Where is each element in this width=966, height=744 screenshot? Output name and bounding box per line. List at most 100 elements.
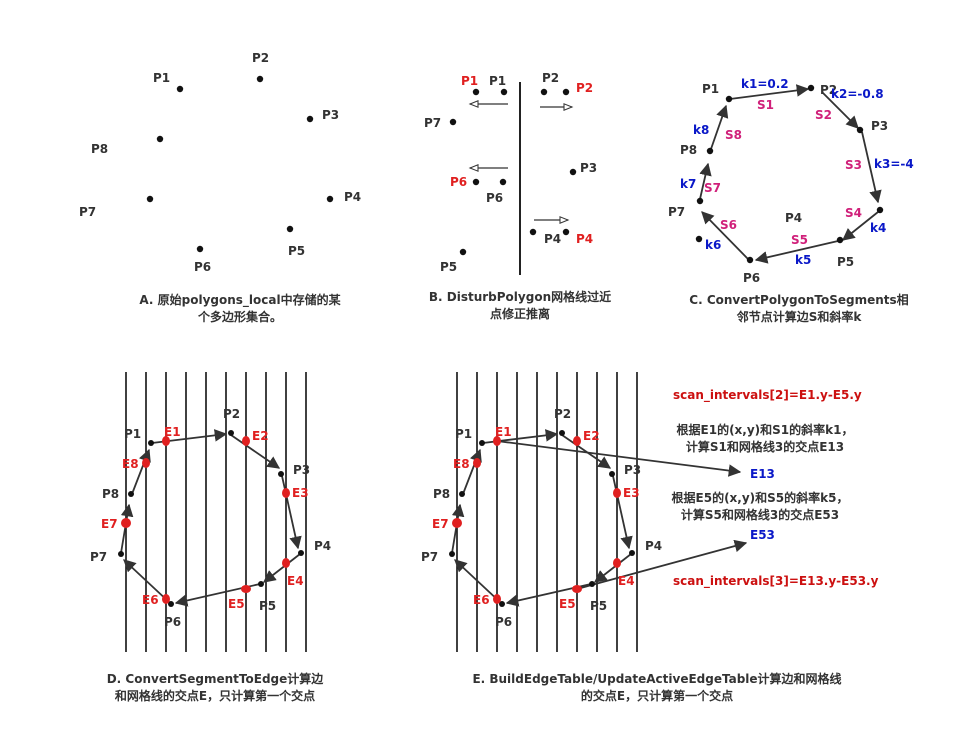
- caption-c-line2: 邻节点计算边S和斜率k: [736, 309, 863, 324]
- panel-e: P1 P2 P3 P4 P5 P6 P7 P8 E1 E2 E3 E4 E5 E…: [421, 372, 879, 703]
- note-e13-line2: 计算S1和网格线3的交点E13: [686, 439, 844, 454]
- label-e7: E7: [432, 517, 449, 531]
- dot-p7: [696, 197, 704, 205]
- label-p3: P3: [293, 463, 310, 477]
- segment-label-s3: S3: [845, 158, 862, 172]
- dot-p2: [807, 84, 815, 92]
- note-e53-line2: 计算S5和网格线3的交点E53: [681, 507, 839, 522]
- label-p2: P2: [223, 407, 240, 421]
- label-p8: P8: [680, 143, 697, 157]
- label-e1: E1: [495, 425, 512, 439]
- dot-p2-moved: [562, 88, 570, 96]
- label-p1: P1: [153, 71, 170, 85]
- caption-b-line1: B. DisturbPolygon网格线过近: [429, 289, 611, 304]
- slope-k6: k6: [705, 238, 721, 252]
- label-p5: P5: [837, 255, 854, 269]
- segment-label-s7: S7: [704, 181, 721, 195]
- segment-s8: [710, 104, 729, 150]
- label-e6: E6: [473, 593, 490, 607]
- dot-p8: [706, 147, 714, 155]
- label-e53: E53: [750, 528, 775, 542]
- label-p8: P8: [91, 142, 108, 156]
- label-p6: P6: [743, 271, 760, 285]
- slope-k1: k1=0.2: [741, 77, 789, 91]
- dot-p3: [306, 115, 314, 123]
- dot-p7-inner: [695, 235, 703, 243]
- dot-p4: [326, 195, 334, 203]
- segment-label-s5: S5: [791, 233, 808, 247]
- panel-c: P1 P2 P3 P4 P5 P6 P7 P8 k1=0.2 k2=-0.8 k…: [668, 77, 914, 324]
- label-e3: E3: [623, 486, 640, 500]
- dot-p6: [499, 178, 507, 186]
- label-p5: P5: [590, 599, 607, 613]
- dot-p4: [529, 228, 537, 236]
- segment-s5: [754, 240, 839, 264]
- label-e6: E6: [142, 593, 159, 607]
- dot-p2: [256, 75, 264, 83]
- label-p5: P5: [259, 599, 276, 613]
- segment-s4: [842, 211, 879, 241]
- label-p4: P4: [344, 190, 361, 204]
- label-p1: P1: [702, 82, 719, 96]
- dot-p1: [725, 95, 733, 103]
- label-p7: P7: [668, 205, 685, 219]
- panel-d: P1 P2 P3 P4 P5 P6 P7 P8 E1 E2 E3 E4 E5 E…: [90, 372, 331, 703]
- label-p4: P4: [785, 211, 802, 225]
- caption-d-line1: D. ConvertSegmentToEdge计算边: [107, 671, 325, 686]
- slope-k2: k2=-0.8: [831, 87, 884, 101]
- note-e53-line1: 根据E5的(x,y)和S5的斜率k5，: [672, 490, 849, 505]
- segment-label-s8: S8: [725, 128, 742, 142]
- caption-e-line1: E. BuildEdgeTable/UpdateActiveEdgeTable计…: [472, 671, 841, 686]
- label-p7: P7: [90, 550, 107, 564]
- label-e8: E8: [122, 457, 139, 471]
- grid-lines: [456, 372, 638, 652]
- slope-k7: k7: [680, 177, 696, 191]
- dot-p1: [500, 88, 508, 96]
- label-p2: P2: [542, 71, 559, 85]
- slope-k5: k5: [795, 253, 811, 267]
- panel-b: P1 P1 P2 P2 P7 P3 P6 P6 P4 P4 P5 B. Dist…: [424, 71, 611, 321]
- label-p4: P4: [645, 539, 662, 553]
- label-p6: P6: [486, 191, 503, 205]
- dot-p4: [876, 206, 884, 214]
- label-p3: P3: [624, 463, 641, 477]
- label-p6-moved: P6: [450, 175, 467, 189]
- label-e8: E8: [453, 457, 470, 471]
- label-p6: P6: [495, 615, 512, 629]
- segment-label-s2: S2: [815, 108, 832, 122]
- label-p7: P7: [79, 205, 96, 219]
- dot-p7: [449, 118, 457, 126]
- label-e1: E1: [164, 425, 181, 439]
- label-e2: E2: [252, 429, 269, 443]
- dot-p2: [540, 88, 548, 96]
- label-e2: E2: [583, 429, 600, 443]
- caption-a-line1: A. 原始polygons_local中存储的某: [139, 292, 341, 308]
- segment-label-s6: S6: [720, 218, 737, 232]
- dot-p8: [156, 135, 164, 143]
- grid-lines: [125, 372, 307, 652]
- label-p7: P7: [421, 550, 438, 564]
- edge-points: [121, 436, 290, 604]
- slope-k8: k8: [693, 123, 709, 137]
- label-p3: P3: [580, 161, 597, 175]
- dot-p5: [836, 236, 844, 244]
- label-e3: E3: [292, 486, 309, 500]
- label-p4: P4: [314, 539, 331, 553]
- label-p8: P8: [433, 487, 450, 501]
- label-p4: P4: [544, 232, 561, 246]
- label-p1: P1: [489, 74, 506, 88]
- label-p6: P6: [194, 260, 211, 274]
- dot-p1-moved: [472, 88, 480, 96]
- label-p7: P7: [424, 116, 441, 130]
- dot-p6: [196, 245, 204, 253]
- label-e13: E13: [750, 467, 775, 481]
- dot-p4-moved: [562, 228, 570, 236]
- label-e5: E5: [228, 597, 245, 611]
- dot-p3: [569, 168, 577, 176]
- label-p2-moved: P2: [576, 81, 593, 95]
- slope-k4: k4: [870, 221, 886, 235]
- dot-p6-moved: [472, 178, 480, 186]
- label-p5: P5: [288, 244, 305, 258]
- segment-s1: [729, 84, 810, 100]
